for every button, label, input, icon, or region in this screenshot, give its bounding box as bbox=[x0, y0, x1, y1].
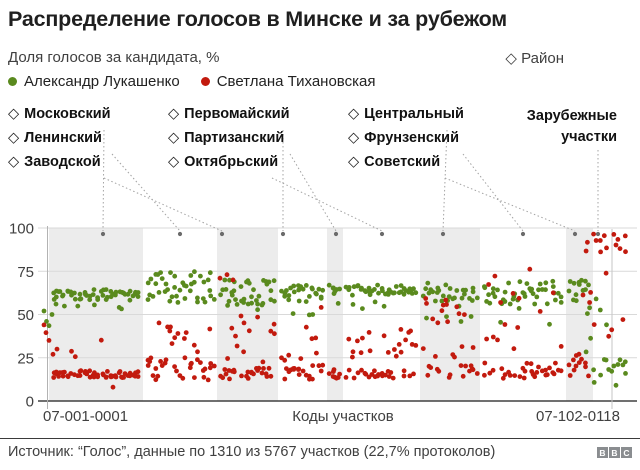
bbc-logo-letter: C bbox=[621, 447, 632, 458]
bbc-logo: B B C bbox=[596, 447, 632, 458]
legend-label: Светлана Тихановская bbox=[216, 72, 376, 90]
leader-line bbox=[442, 129, 448, 232]
district-marker bbox=[440, 231, 446, 237]
green-dot-icon bbox=[8, 76, 17, 86]
district-marker bbox=[595, 231, 601, 237]
district-marker bbox=[520, 231, 526, 237]
leader-line bbox=[103, 177, 223, 232]
legend-item-tikhanovskaya: Светлана Тихановская bbox=[200, 72, 376, 90]
y-tick-label: 75 bbox=[17, 264, 34, 281]
region-key: ◇ Район bbox=[505, 49, 564, 67]
region-key-label: Район bbox=[521, 50, 564, 67]
x-axis-first-code: 07-001-0001 bbox=[43, 408, 129, 425]
tikhanovskaya-points bbox=[41, 231, 628, 390]
lukashenko-points bbox=[41, 269, 628, 388]
bbc-logo-letter: B bbox=[597, 447, 608, 458]
x-axis-last-code: 07-102-0118 bbox=[536, 408, 620, 425]
y-tick-label: 50 bbox=[17, 307, 34, 324]
y-tick-label: 100 bbox=[9, 221, 34, 238]
leader-line bbox=[462, 153, 524, 232]
district-marker bbox=[280, 231, 286, 237]
bbc-logo-letter: B bbox=[609, 447, 620, 458]
footer-divider bbox=[0, 438, 640, 439]
leader-line bbox=[271, 177, 383, 232]
district-marker bbox=[177, 231, 183, 237]
y-tick-label: 0 bbox=[26, 394, 34, 411]
district-marker bbox=[219, 231, 225, 237]
district-marker bbox=[572, 231, 578, 237]
diamond-icon: ◇ bbox=[505, 50, 517, 67]
chart-subtitle: Доля голосов за кандидата, % bbox=[8, 49, 220, 66]
legend-label: Александр Лукашенко bbox=[24, 72, 180, 90]
red-dot-icon bbox=[200, 76, 210, 86]
district-marker bbox=[379, 231, 385, 237]
leader-line bbox=[289, 153, 337, 232]
y-tick-label: 25 bbox=[17, 350, 34, 367]
leader-line bbox=[444, 177, 576, 232]
subtitle-row: Доля голосов за кандидата, % ◇ Район bbox=[8, 49, 632, 67]
legend-item-lukashenko: Александр Лукашенко bbox=[8, 73, 180, 90]
source-note: Источник: “Голос”, данные по 1310 из 576… bbox=[8, 444, 496, 460]
x-axis-title: Коды участков bbox=[292, 408, 394, 425]
page-title: Распределение голосов в Минске и за рубе… bbox=[8, 7, 507, 31]
district-marker bbox=[100, 231, 106, 237]
leader-line bbox=[102, 129, 105, 232]
chart-legend: Александр Лукашенко Светлана Тихановская bbox=[8, 72, 396, 90]
leader-line bbox=[111, 153, 181, 232]
district-marker bbox=[333, 231, 339, 237]
